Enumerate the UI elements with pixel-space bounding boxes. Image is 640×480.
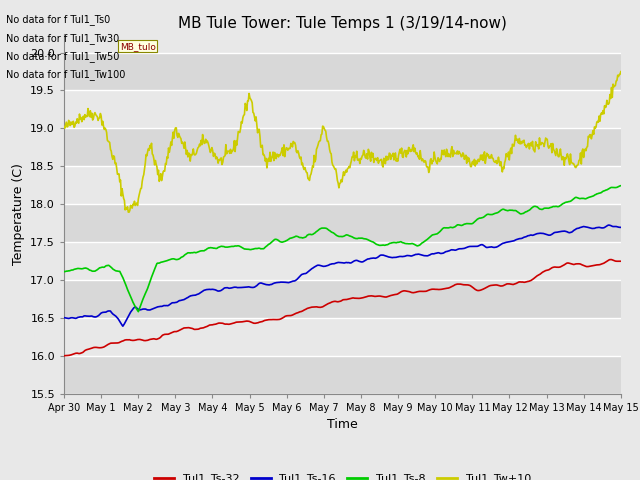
- Title: MB Tule Tower: Tule Temps 1 (3/19/14-now): MB Tule Tower: Tule Temps 1 (3/19/14-now…: [178, 16, 507, 31]
- Bar: [64, 356, 621, 394]
- Bar: [64, 128, 621, 166]
- Bar: [64, 280, 621, 318]
- Bar: [64, 52, 621, 90]
- Bar: [64, 166, 621, 204]
- Bar: [64, 318, 621, 356]
- Text: No data for f Tul1_Ts0: No data for f Tul1_Ts0: [6, 14, 111, 25]
- X-axis label: Time: Time: [327, 418, 358, 431]
- Bar: [64, 90, 621, 128]
- Text: No data for f Tul1_Tw100: No data for f Tul1_Tw100: [6, 69, 126, 80]
- Legend: Tul1_Ts-32, Tul1_Ts-16, Tul1_Ts-8, Tul1_Tw+10: Tul1_Ts-32, Tul1_Ts-16, Tul1_Ts-8, Tul1_…: [150, 469, 535, 480]
- Text: No data for f Tul1_Tw50: No data for f Tul1_Tw50: [6, 51, 120, 62]
- Text: MB_tulo: MB_tulo: [120, 42, 156, 51]
- Bar: [64, 204, 621, 242]
- Y-axis label: Temperature (C): Temperature (C): [12, 163, 25, 264]
- Text: No data for f Tul1_Tw30: No data for f Tul1_Tw30: [6, 33, 120, 44]
- Bar: [64, 242, 621, 280]
